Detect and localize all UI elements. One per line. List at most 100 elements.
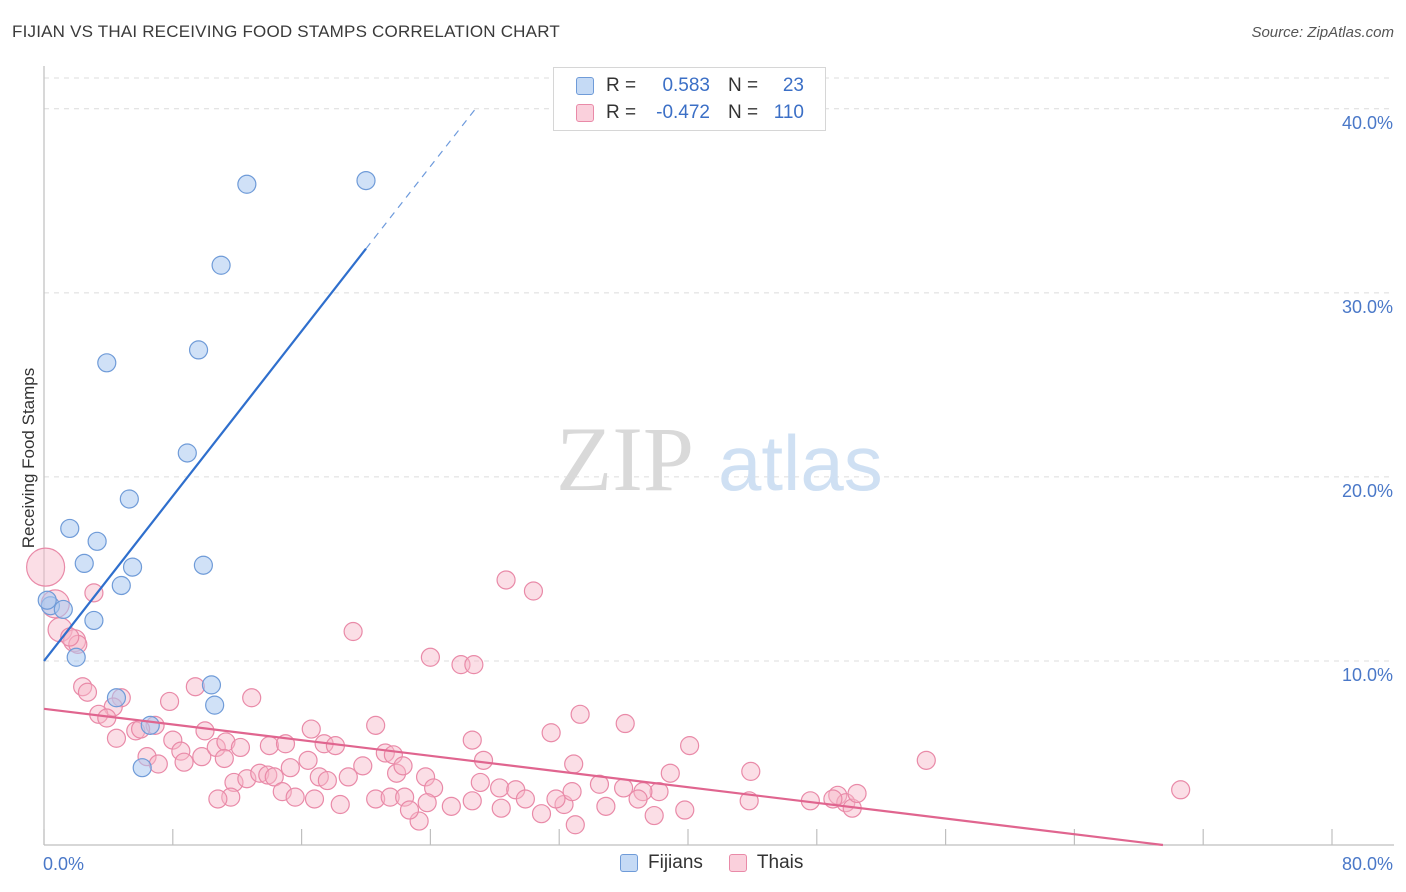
thai-point	[338, 767, 358, 787]
thai-point	[159, 691, 180, 712]
fijian-point	[193, 555, 213, 575]
fijian-point	[87, 531, 107, 551]
thai-point	[462, 730, 482, 750]
thai-n-value: 110	[773, 102, 804, 123]
thai-point	[258, 765, 278, 785]
y-tick-label: 20.0%	[1342, 481, 1393, 501]
trend-layer	[43, 108, 1164, 847]
x-tick-label-max: 80.0%	[1342, 854, 1393, 874]
chart-title: FIJIAN VS THAI RECEIVING FOOD STAMPS COR…	[12, 22, 560, 41]
fijian-point	[237, 174, 257, 194]
thai-point	[259, 736, 279, 756]
thai-points	[26, 547, 1191, 835]
watermark-zip: ZIP	[556, 408, 694, 510]
thai-point	[470, 772, 490, 793]
thai-point	[77, 682, 98, 702]
fijian-point	[111, 575, 131, 596]
thai-point	[491, 798, 511, 818]
y-tick-label: 10.0%	[1342, 665, 1393, 685]
y-axis-title: Receiving Food Stamps	[19, 368, 38, 548]
fijian-points	[37, 170, 376, 778]
thai-legend-swatch-icon	[728, 854, 747, 872]
thai-point	[386, 763, 407, 783]
grid-layer: 10.0% 20.0% 30.0% 40.0%	[44, 77, 1394, 685]
legend-row-fijians: R = 0.583 N = 23	[576, 73, 804, 99]
thai-point	[565, 815, 585, 835]
thai-point	[675, 800, 695, 820]
legend-fijians-label: Fijians	[648, 852, 703, 873]
thai-point	[301, 719, 321, 739]
thai-point	[330, 794, 350, 815]
fijian-point	[37, 590, 57, 610]
thai-point	[441, 796, 461, 816]
fijian-point	[188, 340, 209, 360]
thai-point	[515, 789, 535, 809]
thai-swatch-icon	[576, 104, 594, 122]
fijian-point	[122, 557, 143, 577]
fijian-legend-swatch-icon	[620, 854, 638, 872]
thai-point	[741, 761, 761, 781]
thai-point	[420, 647, 440, 667]
thai-point	[250, 763, 270, 783]
thai-point	[596, 796, 616, 816]
legend-item-fijians[interactable]: Fijians	[620, 852, 703, 874]
fijian-r-label: R =	[606, 75, 637, 96]
fijian-point	[106, 688, 127, 708]
fijian-trend-line	[43, 248, 367, 662]
watermark: ZIP atlas	[556, 408, 883, 510]
thai-point	[148, 754, 168, 774]
series-legend: Fijians Thais	[620, 852, 829, 874]
fijian-point	[60, 518, 80, 539]
thai-point	[26, 547, 66, 587]
thai-trend-line	[43, 707, 1164, 847]
thai-point	[214, 748, 234, 769]
x-tick-label-min: 0.0%	[43, 854, 84, 874]
thai-r-label: R =	[606, 102, 637, 123]
thai-r-value: -0.472	[656, 102, 710, 123]
thai-point	[496, 570, 516, 590]
thai-point	[163, 730, 183, 750]
legend-row-thais: R = -0.472 N = 110	[576, 100, 804, 126]
thai-point	[304, 789, 325, 809]
source-label: Source: ZipAtlas.com	[1251, 24, 1394, 41]
thai-point	[366, 715, 386, 735]
thai-point	[462, 791, 482, 811]
thai-point	[570, 704, 590, 724]
thai-point	[280, 758, 300, 778]
thai-point	[473, 750, 494, 770]
thai-point	[660, 763, 680, 783]
thai-point	[242, 688, 262, 708]
thai-point	[589, 774, 610, 794]
thai-point	[523, 581, 544, 601]
thai-point	[615, 713, 635, 734]
thai-point	[317, 770, 337, 791]
thai-point	[644, 805, 664, 826]
thai-point	[628, 789, 648, 809]
thai-point	[106, 728, 127, 748]
thai-point	[562, 782, 582, 802]
thai-point	[206, 737, 226, 758]
thai-point	[174, 752, 194, 772]
thai-point	[343, 621, 363, 642]
correlation-legend: R = 0.583 N = 23 R = -0.472 N = 110	[553, 67, 826, 131]
thai-point	[464, 655, 484, 675]
thai-point	[380, 787, 400, 807]
thai-point	[680, 736, 700, 756]
fijian-point	[97, 353, 117, 373]
thai-point	[415, 767, 436, 787]
thai-point	[564, 754, 584, 774]
thai-point	[409, 811, 429, 831]
fijian-point	[119, 489, 139, 509]
thai-point	[375, 743, 395, 763]
thai-point	[1171, 780, 1191, 800]
thai-n-label: N =	[728, 102, 759, 123]
fijian-point	[211, 255, 231, 275]
fijian-point	[66, 647, 86, 667]
fijian-point	[205, 695, 225, 715]
thai-point	[171, 741, 191, 761]
legend-item-thais[interactable]: Thais	[728, 852, 803, 874]
y-tick-label: 30.0%	[1342, 297, 1393, 317]
fijian-point	[356, 170, 376, 191]
thai-point	[417, 793, 437, 813]
thai-point	[84, 583, 104, 603]
